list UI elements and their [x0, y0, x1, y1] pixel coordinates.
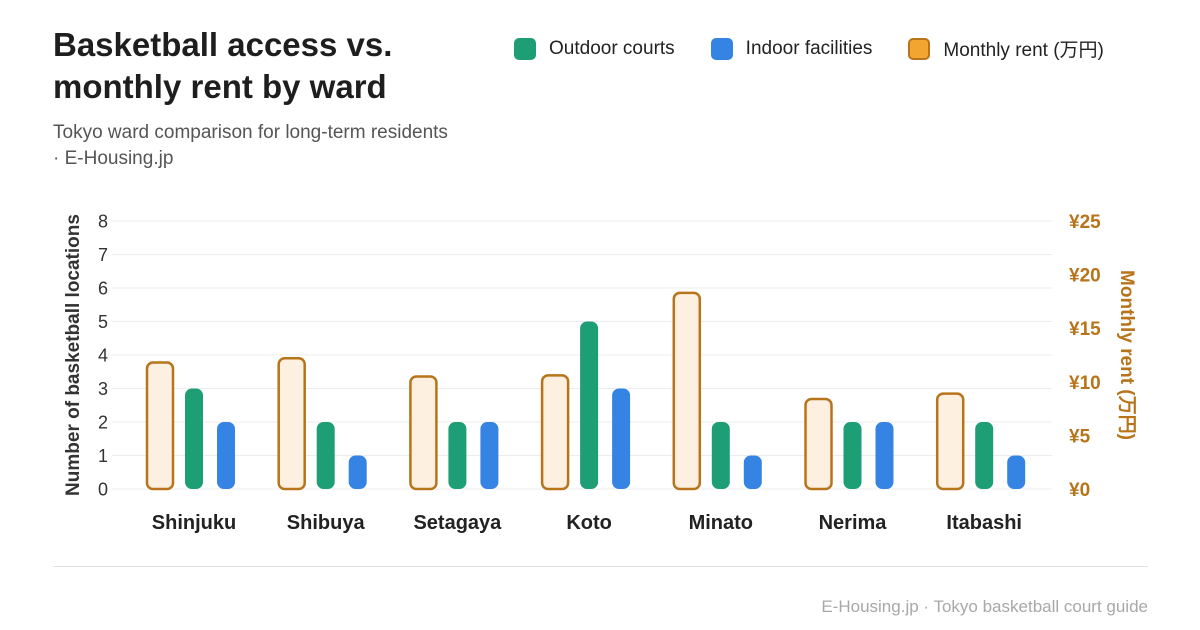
- indoor-bar: [480, 422, 499, 489]
- x-tick-label: Shinjuku: [152, 512, 236, 534]
- legend-swatch-outdoor: [514, 37, 536, 60]
- y-tick-label-left: 0: [98, 480, 108, 500]
- indoor-bar: [875, 422, 894, 489]
- legend-label-indoor: Indoor facilities: [745, 37, 873, 59]
- rent-bar: [672, 291, 702, 491]
- rent-bar: [277, 356, 306, 491]
- y-tick-label-right: ¥20: [1069, 266, 1101, 287]
- x-tick-label: Minato: [689, 512, 753, 534]
- y-tick-label-left: 8: [98, 212, 108, 232]
- y-tick-label-right: ¥5: [1069, 426, 1091, 447]
- chart-title: Basketball access vs. monthly rent by wa…: [53, 26, 393, 105]
- indoor-bar: [612, 388, 631, 489]
- y-tick-label-left: 4: [98, 346, 108, 366]
- y-axis-title-right: Monthly rent (万円): [1116, 270, 1137, 440]
- rent-bar: [145, 361, 175, 491]
- y-axis-title-left: Number of basketball locations: [63, 214, 84, 496]
- legend-swatch-rent: [908, 37, 931, 60]
- x-tick-label: Koto: [566, 512, 612, 534]
- legend-label-outdoor: Outdoor courts: [549, 37, 675, 59]
- outdoor-bar: [711, 422, 730, 489]
- outdoor-bar: [580, 321, 599, 489]
- rent-bar: [935, 392, 965, 491]
- outdoor-bar: [316, 422, 335, 489]
- x-tick-label: Itabashi: [946, 512, 1022, 534]
- chart-subtitle: Tokyo ward comparison for long-term resi…: [53, 122, 448, 169]
- footer-credit: E-Housing.jp · Tokyo basketball court gu…: [821, 597, 1148, 616]
- indoor-bar: [743, 455, 762, 489]
- outdoor-bar: [448, 422, 467, 489]
- legend-label-rent: Monthly rent (万円): [943, 40, 1104, 61]
- y-tick-label-right: ¥15: [1069, 319, 1101, 340]
- rent-bar: [540, 374, 570, 491]
- x-tick-label: Nerima: [819, 512, 888, 534]
- outdoor-bar: [185, 388, 203, 489]
- legend-item-outdoor[interactable]: Outdoor courts: [514, 37, 675, 60]
- legend-item-indoor[interactable]: Indoor facilities: [710, 37, 873, 60]
- y-tick-label-left: 2: [98, 413, 108, 433]
- y-tick-label-left: 5: [98, 312, 108, 332]
- rent-bar: [409, 375, 438, 491]
- legend-swatch-indoor: [710, 37, 733, 60]
- legend: Outdoor courts Indoor facilities Monthly…: [514, 35, 1104, 62]
- indoor-bar: [217, 422, 235, 489]
- x-tick-label: Setagaya: [413, 512, 502, 534]
- outdoor-bar: [975, 422, 994, 489]
- y-tick-label-right: ¥10: [1069, 373, 1101, 394]
- outdoor-bar: [843, 422, 862, 489]
- y-tick-label-right: ¥25: [1069, 212, 1101, 233]
- indoor-bar: [1007, 455, 1026, 489]
- y-tick-label-left: 7: [98, 245, 108, 265]
- y-tick-label-left: 6: [98, 279, 108, 299]
- y-tick-label-left: 3: [98, 379, 108, 399]
- y-tick-label-left: 1: [98, 446, 108, 466]
- rent-bar: [804, 397, 833, 491]
- legend-item-rent[interactable]: Monthly rent (万円): [908, 35, 1104, 62]
- x-tick-label: Shibuya: [287, 512, 366, 534]
- footer-divider: [53, 566, 1148, 567]
- indoor-bar: [348, 455, 367, 489]
- y-tick-label-right: ¥0: [1069, 480, 1090, 501]
